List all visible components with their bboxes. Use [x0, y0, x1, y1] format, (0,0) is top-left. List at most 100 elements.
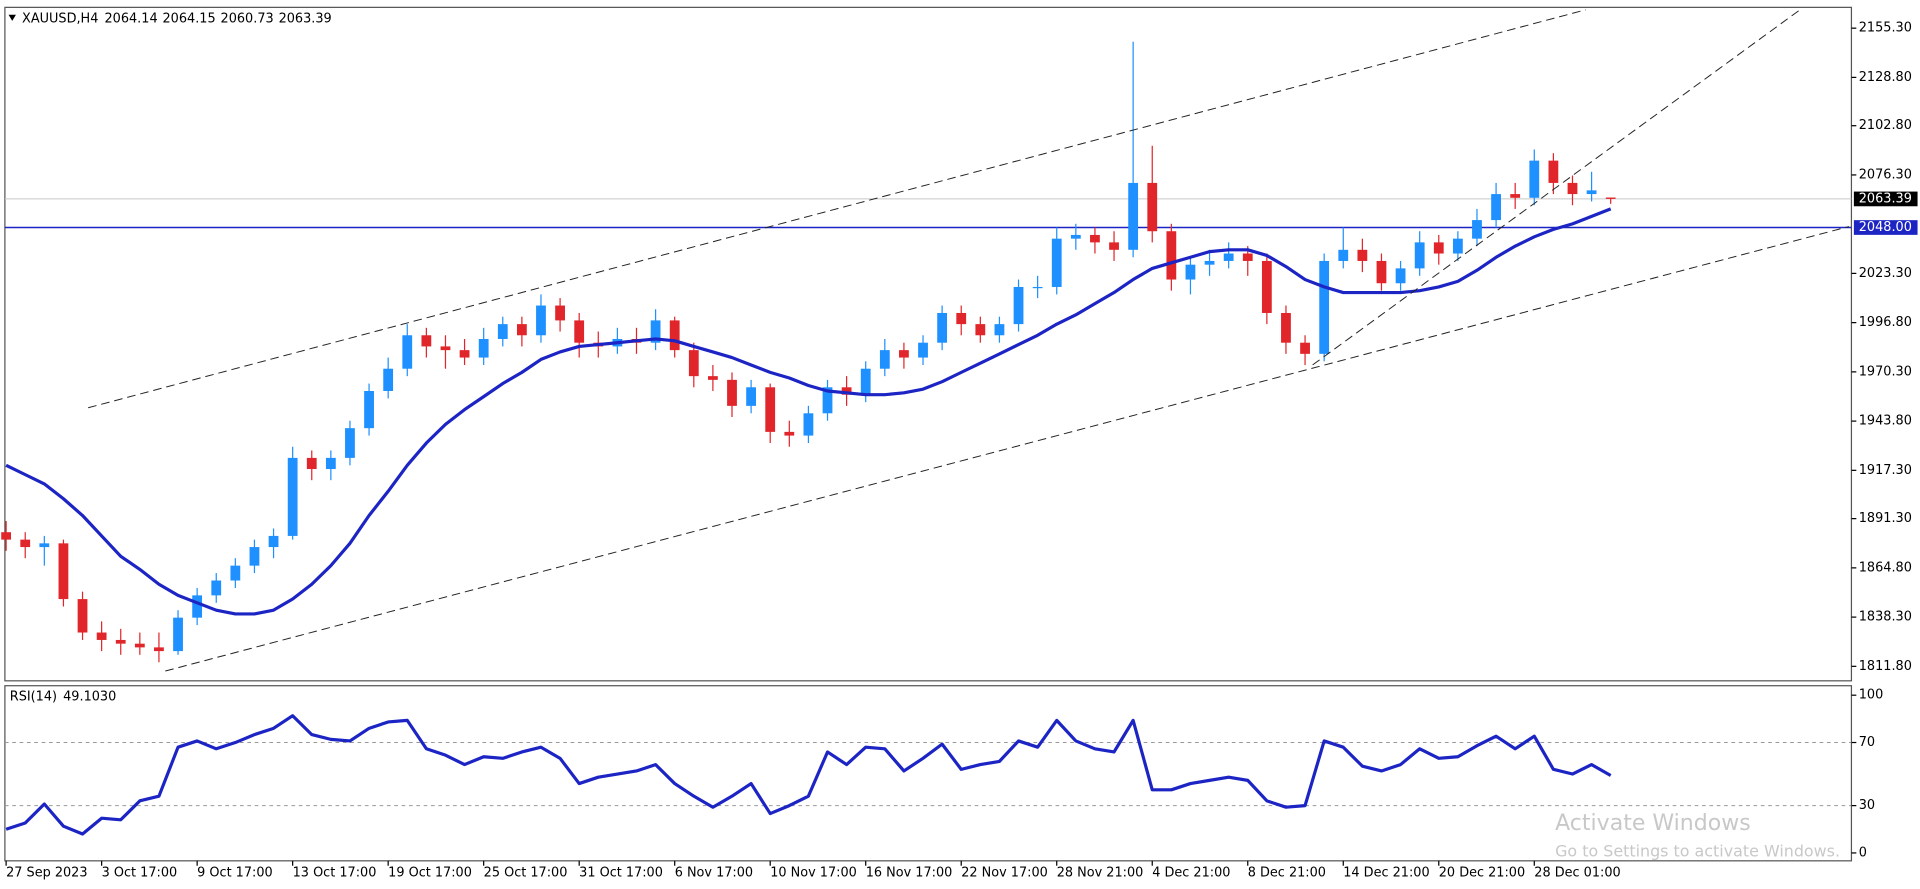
- candle-body: [1357, 249, 1368, 261]
- candle-body: [39, 543, 50, 548]
- candle-body: [345, 428, 355, 458]
- candle-body: [1300, 342, 1310, 354]
- x-tick-label: 31 Oct 17:00: [579, 866, 663, 881]
- candle-body: [879, 350, 890, 369]
- candle-body: [497, 324, 508, 339]
- x-tick-label: 13 Oct 17:00: [293, 866, 377, 881]
- x-tick-label: 9 Oct 17:00: [197, 866, 273, 881]
- candle-body: [364, 391, 374, 429]
- rsi-line: [5, 714, 1612, 836]
- y-tick-label: 2076.30: [1859, 167, 1912, 182]
- candle-body: [574, 320, 585, 343]
- watermark-subtitle: Go to Settings to activate Windows.: [1555, 842, 1840, 861]
- candle-body: [1281, 312, 1291, 343]
- x-tick-label: 10 Nov 17:00: [770, 866, 857, 881]
- candle-body: [765, 387, 776, 432]
- candle-body: [1567, 182, 1578, 195]
- candle-body: [1223, 253, 1234, 261]
- y-tick-label: 2128.80: [1859, 70, 1912, 85]
- candle-body: [1395, 268, 1406, 284]
- y-tick-label: 100: [1859, 688, 1884, 703]
- candle-body: [688, 350, 699, 377]
- level-tag: [1853, 220, 1918, 235]
- candle-body: [536, 305, 546, 336]
- candle-body: [937, 312, 948, 343]
- candle-body: [96, 632, 107, 640]
- candle-body: [77, 599, 88, 633]
- y-tick-label: 2102.80: [1859, 118, 1912, 133]
- x-tick-label: 16 Nov 17:00: [866, 866, 953, 881]
- candle-body: [1166, 231, 1177, 280]
- y-tick-label: 1864.80: [1859, 560, 1912, 575]
- candle-body: [803, 413, 814, 436]
- rsi-header: RSI(14) 49.1030: [10, 689, 116, 704]
- y-tick-label: 1996.80: [1859, 315, 1912, 330]
- candle-body: [58, 543, 69, 600]
- candle-body: [1204, 260, 1215, 265]
- candle-body: [822, 387, 833, 414]
- candle-body: [478, 338, 489, 358]
- y-tick-label: 1838.30: [1859, 610, 1912, 625]
- candle-body: [134, 643, 145, 648]
- rsi-panel-frame: [4, 685, 1853, 862]
- candle-body: [1491, 194, 1501, 221]
- candle-body: [1051, 238, 1062, 287]
- price-panel-frame: [4, 6, 1853, 682]
- y-tick-label: 70: [1859, 735, 1875, 750]
- candle-body: [1109, 242, 1119, 250]
- candle-body: [1319, 260, 1330, 354]
- candle-body: [1433, 242, 1444, 254]
- candle-body: [306, 457, 317, 470]
- x-tick-label: 27 Sep 2023: [6, 866, 87, 881]
- candle-body: [1472, 220, 1482, 239]
- price-tag-label: 2063.39: [1859, 191, 1912, 206]
- candle-body: [325, 457, 336, 470]
- candle-body: [708, 376, 718, 380]
- candle-body: [994, 324, 1005, 336]
- candle-body: [1261, 260, 1272, 313]
- watermark-title: Activate Windows: [1555, 811, 1751, 836]
- x-tick-label: 4 Dec 21:00: [1152, 866, 1230, 881]
- y-tick-label: 0: [1859, 845, 1867, 860]
- candle-body: [459, 350, 470, 358]
- channel-lower: [165, 226, 1850, 672]
- candle-body: [402, 335, 413, 369]
- channel-upper: [88, 9, 1586, 409]
- x-tick-label: 20 Dec 21:00: [1439, 866, 1525, 881]
- candle-body: [1414, 242, 1425, 269]
- x-tick-label: 25 Oct 17:00: [484, 866, 568, 881]
- candle-body: [230, 565, 241, 581]
- candle-body: [287, 457, 298, 536]
- candle-body: [1338, 249, 1349, 261]
- candle-body: [1185, 264, 1196, 280]
- candle-body: [841, 387, 852, 395]
- x-tick-label: 8 Dec 21:00: [1248, 866, 1326, 881]
- candle-body: [784, 431, 795, 436]
- price-panel: 1811.80 1838.30 1864.80 1891.30 1917.30 1943.…: [1, 21, 1918, 674]
- candle-body: [1586, 190, 1597, 195]
- rsi-panel: 0 30 70 100: [4, 688, 1884, 860]
- candle-body: [383, 368, 394, 392]
- candle-body: [1090, 234, 1100, 243]
- candle-body: [1128, 182, 1139, 250]
- candle-body: [1510, 194, 1521, 198]
- candle-body: [20, 539, 31, 548]
- candle-body: [650, 320, 661, 343]
- candle-body: [555, 305, 565, 321]
- candle-body: [440, 346, 451, 351]
- candle-body: [211, 580, 222, 596]
- candle-body: [860, 368, 871, 395]
- candle-body: [268, 535, 279, 548]
- x-tick-label: 28 Nov 21:00: [1057, 866, 1144, 881]
- candle-body: [1147, 182, 1158, 232]
- chart-header: XAUUSD,H4 2064.14 2064.15 2060.73 2063.39: [22, 11, 332, 26]
- level-tag-label: 2048.00: [1859, 220, 1912, 235]
- y-tick-label: 1943.80: [1859, 414, 1912, 429]
- trend-line: [1312, 9, 1801, 366]
- candle-body: [727, 379, 737, 406]
- candle-body: [975, 324, 986, 336]
- x-tick-label: 3 Oct 17:00: [102, 866, 178, 881]
- candle-body: [1548, 160, 1559, 183]
- candle-body: [1, 532, 12, 540]
